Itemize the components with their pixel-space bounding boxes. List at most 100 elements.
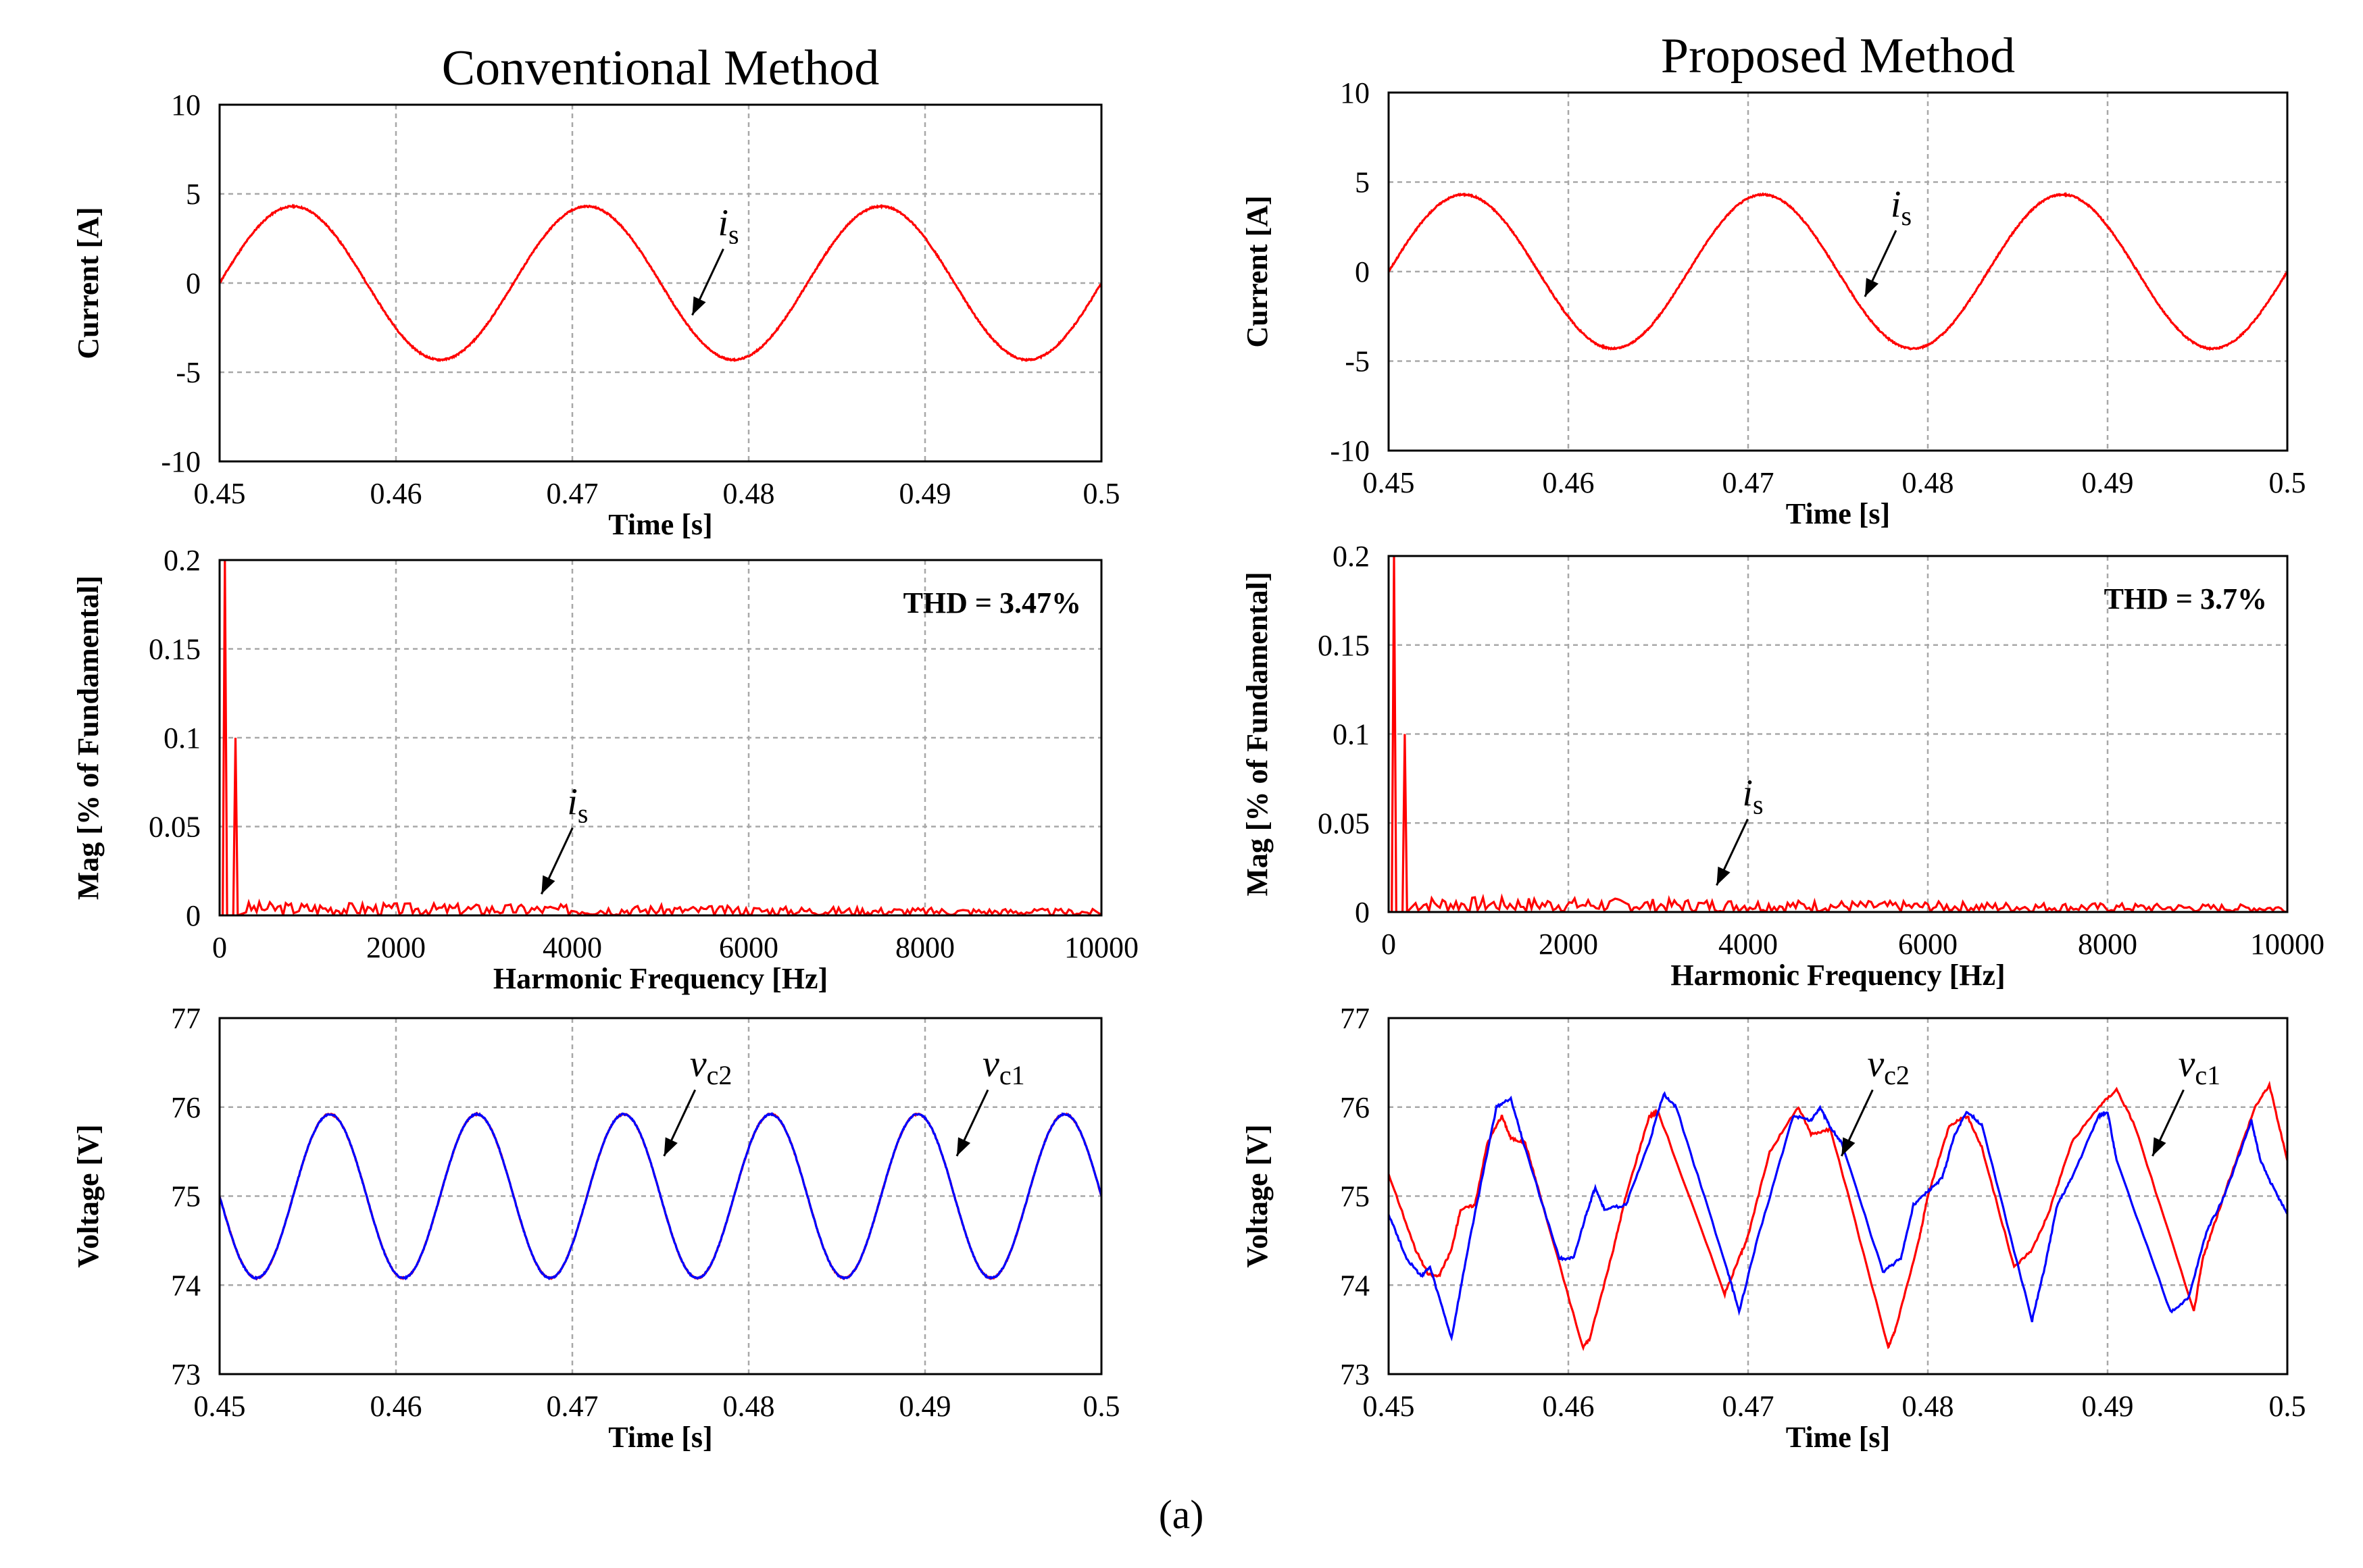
x-tick-label: 0 <box>1381 928 1396 961</box>
thd-label: THD = 3.7% <box>2104 582 2267 615</box>
series-is <box>220 203 1101 362</box>
annotation-vc2: vc2 <box>1867 1043 1910 1090</box>
plot-frame <box>218 1017 1103 1375</box>
chart-conv_current: Conventional Method 10 5 0 -5 -100.45 0.46 0.47… <box>72 41 1120 541</box>
x-tick-label: 0.45 <box>1363 1390 1415 1423</box>
y-tick-label: -5 <box>176 356 201 389</box>
y-axis-label: Voltage [V] <box>1241 1124 1274 1267</box>
x-tick-label: 0.46 <box>370 1390 422 1423</box>
x-tick-label: 0.5 <box>1083 477 1120 510</box>
series-vc2 <box>1389 1091 2287 1342</box>
y-axis-label: Voltage [V] <box>72 1124 105 1267</box>
y-tick-label: 77 <box>171 1002 201 1035</box>
x-axis-label: Time [s] <box>608 508 712 541</box>
x-tick-label: 4000 <box>1718 928 1778 961</box>
y-tick-label: 0.05 <box>1318 807 1370 840</box>
annotation-arrow-head <box>956 1137 971 1157</box>
annotation-is: is <box>1742 772 1763 819</box>
x-tick-label: 0.48 <box>1902 1390 1954 1423</box>
x-tick-label: 0.49 <box>2082 466 2134 499</box>
x-tick-label: 0.46 <box>370 477 422 510</box>
y-axis-label: Mag [% of Fundamental] <box>1241 572 1274 896</box>
x-tick-label: 0.48 <box>723 477 775 510</box>
y-tick-label: 10 <box>1340 76 1370 109</box>
thd-label: THD = 3.47% <box>903 586 1081 619</box>
x-tick-label: 10000 <box>1064 931 1139 964</box>
y-tick-label: 10 <box>171 88 201 122</box>
y-tick-label: 0.05 <box>149 811 201 844</box>
series-vc2 <box>220 1111 1101 1281</box>
y-tick-label: 0.2 <box>1333 540 1370 573</box>
y-tick-label: 74 <box>1340 1269 1370 1302</box>
x-tick-label: 0.5 <box>2269 1390 2306 1423</box>
chart-prop_fft: 0.2 0.15 0.1 0.05 00 2000 4000 6000 8000 10000 Har… <box>1241 540 2324 992</box>
x-tick-label: 2000 <box>366 931 426 964</box>
annotation-arrow-head <box>1864 278 1879 297</box>
annotation-is: is <box>1891 184 1912 231</box>
x-axis-label: Time [s] <box>1786 1421 1890 1454</box>
y-tick-label: 74 <box>171 1269 201 1302</box>
x-tick-label: 0.47 <box>1722 466 1774 499</box>
annotation-arrow-head <box>692 296 706 315</box>
x-tick-label: 0.5 <box>2269 466 2306 499</box>
y-tick-label: 0 <box>186 267 201 300</box>
plot-frame <box>218 559 1103 917</box>
y-tick-label: 0.2 <box>164 544 201 577</box>
x-axis-label: Harmonic Frequency [Hz] <box>1670 959 2005 992</box>
x-axis-label: Harmonic Frequency [Hz] <box>493 962 828 995</box>
x-tick-label: 0 <box>212 931 227 964</box>
annotation-vc2: vc2 <box>690 1043 732 1090</box>
x-tick-label: 8000 <box>2078 928 2137 961</box>
x-tick-label: 6000 <box>719 931 778 964</box>
x-tick-label: 0.49 <box>899 477 951 510</box>
plot-frame <box>1387 555 2289 913</box>
y-tick-label: -5 <box>1345 345 1370 378</box>
chart-conv_voltage: 77 76 75 74 730.45 0.46 0.47 0.48 0.49 0.5 Time [s… <box>72 1002 1120 1454</box>
series-vc1 <box>1389 1080 2287 1351</box>
x-tick-label: 0.5 <box>1083 1390 1120 1423</box>
plot-frame <box>218 103 1103 463</box>
x-tick-label: 10000 <box>2250 928 2324 961</box>
y-tick-label: 5 <box>1355 166 1370 199</box>
y-tick-label: 73 <box>171 1358 201 1391</box>
x-tick-label: 0.49 <box>2082 1390 2134 1423</box>
x-tick-label: 0.46 <box>1543 1390 1595 1423</box>
x-tick-label: 6000 <box>1898 928 1958 961</box>
y-axis-label: Current [A] <box>1241 195 1274 347</box>
annotation-arrow-head <box>664 1137 678 1157</box>
x-tick-label: 0.47 <box>547 1390 599 1423</box>
annotation-vc1: vc1 <box>2179 1043 2221 1090</box>
x-tick-label: 0.45 <box>194 1390 246 1423</box>
x-tick-label: 0.45 <box>194 477 246 510</box>
chart-prop_current: Proposed Method 10 5 0 -5 -100.45 0.46 0.47 0.48… <box>1241 28 2306 530</box>
x-tick-label: 0.46 <box>1543 466 1595 499</box>
chart-prop_voltage: 77 76 75 74 730.45 0.46 0.47 0.48 0.49 0.5 Time [s… <box>1241 1002 2306 1454</box>
y-tick-label: 0.1 <box>1333 718 1370 751</box>
chart-title: Proposed Method <box>1661 28 2015 84</box>
y-tick-label: 5 <box>186 178 201 211</box>
figure-caption: (a) <box>1159 1492 1204 1537</box>
y-tick-label: 0.15 <box>1318 629 1370 662</box>
y-tick-label: -10 <box>1330 434 1370 467</box>
chart-title: Conventional Method <box>442 41 879 96</box>
x-axis-label: Time [s] <box>608 1421 712 1454</box>
x-tick-label: 8000 <box>895 931 955 964</box>
annotation-arrow-head <box>2152 1137 2166 1157</box>
annotation-is: is <box>718 203 739 250</box>
y-tick-label: -10 <box>161 445 201 478</box>
y-tick-label: 76 <box>1340 1091 1370 1124</box>
x-tick-label: 4000 <box>543 931 602 964</box>
annotation-arrow-head <box>1716 866 1731 886</box>
annotation-arrow-head <box>1841 1137 1856 1157</box>
plot-frame <box>1387 1017 2289 1375</box>
y-tick-label: 0 <box>186 899 201 932</box>
x-tick-label: 0.47 <box>547 477 599 510</box>
x-tick-label: 0.48 <box>723 1390 775 1423</box>
y-tick-label: 77 <box>1340 1002 1370 1035</box>
y-tick-label: 0.1 <box>164 722 201 755</box>
x-tick-label: 0.48 <box>1902 466 1954 499</box>
y-tick-label: 0.15 <box>149 633 201 666</box>
x-tick-label: 0.45 <box>1363 466 1415 499</box>
plot-frame <box>1387 91 2289 452</box>
